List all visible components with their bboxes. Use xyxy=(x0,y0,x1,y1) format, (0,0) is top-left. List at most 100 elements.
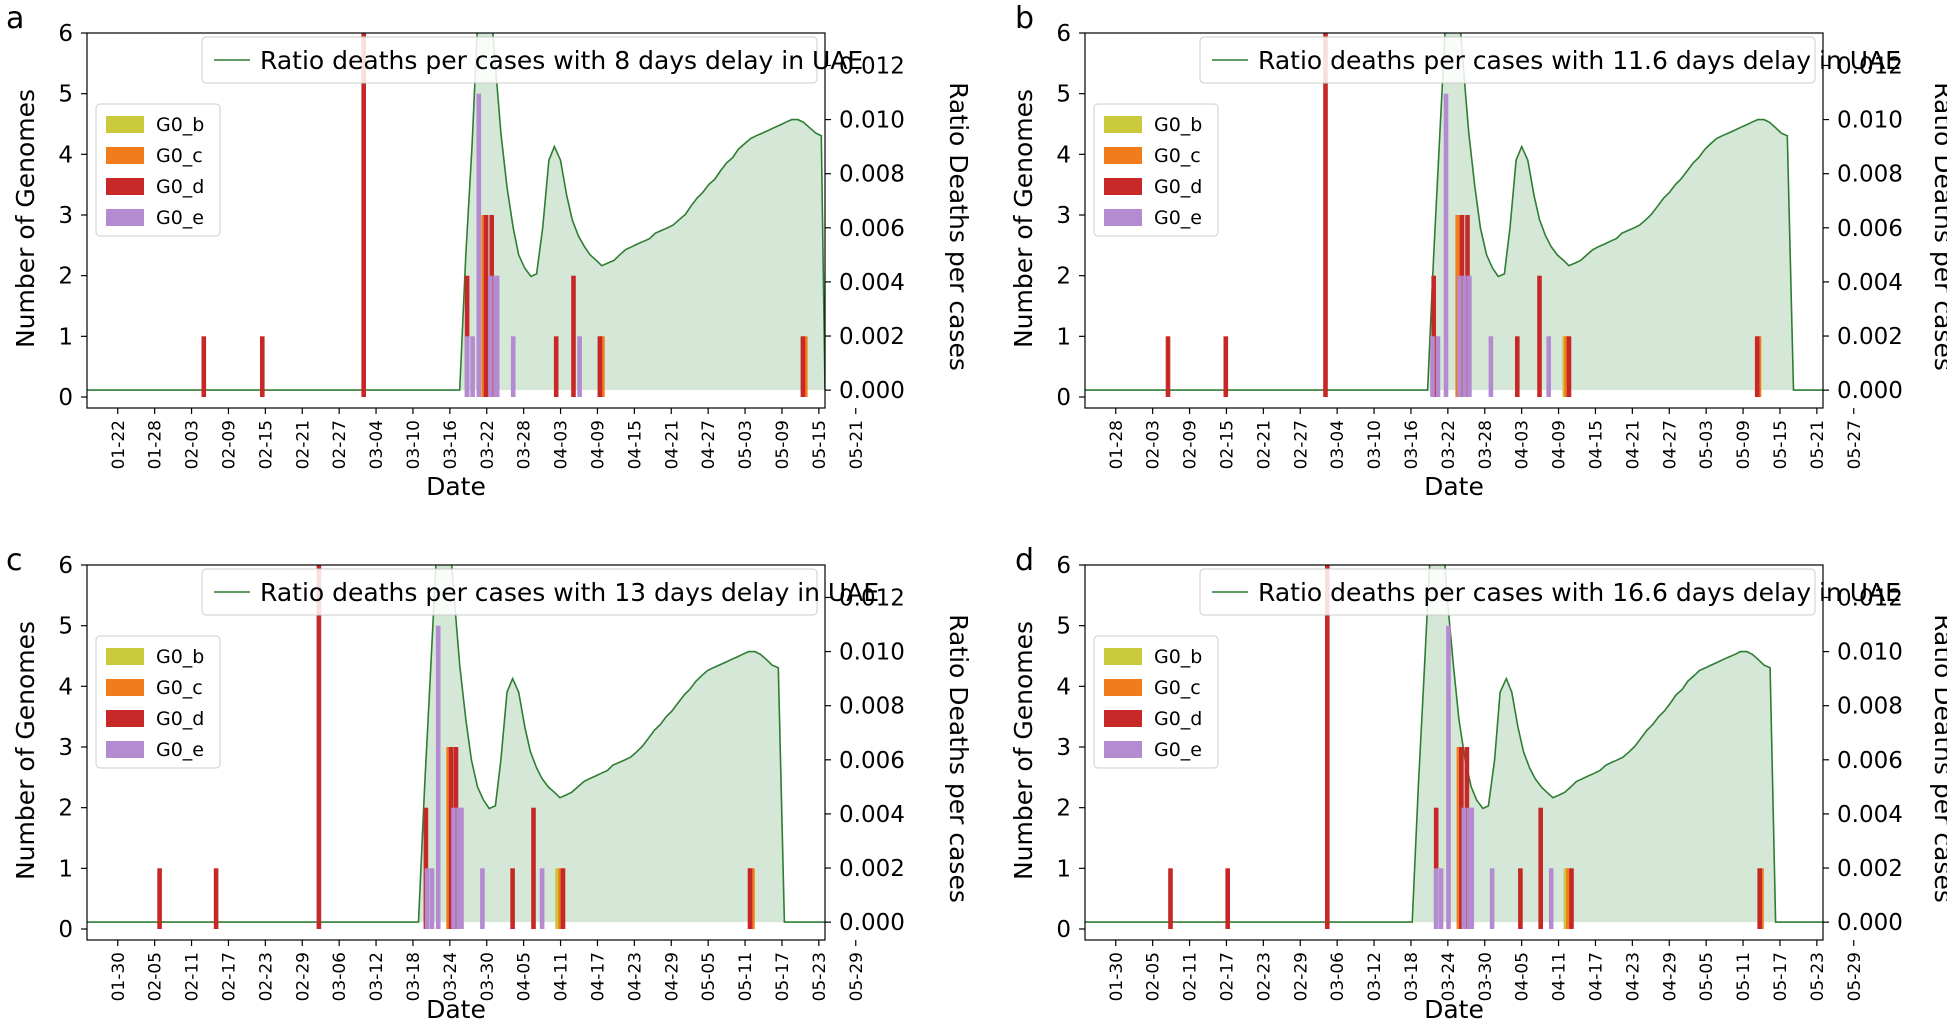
y2tick-label: 0.004 xyxy=(1837,802,1903,828)
xtick-label: 04-03 xyxy=(552,420,572,469)
panel-letter: c xyxy=(6,543,23,578)
genome-legend-box xyxy=(1093,635,1219,769)
xtick-label: 05-23 xyxy=(1808,952,1828,1001)
xtick-label: 04-23 xyxy=(625,952,645,1001)
xtick-label: 02-05 xyxy=(146,952,166,1001)
xtick-label: 04-27 xyxy=(699,420,719,469)
bar-g0-e xyxy=(1546,336,1551,397)
xtick-label: 02-17 xyxy=(1217,952,1237,1001)
legend-swatch-g0-d xyxy=(106,178,144,195)
xtick-label: 04-15 xyxy=(625,420,645,469)
xtick-label: 04-05 xyxy=(515,952,535,1001)
ratio-legend-box xyxy=(201,568,818,616)
bar-g0-d xyxy=(747,868,753,929)
xtick-label: 03-28 xyxy=(1476,420,1496,469)
xtick-label: 04-09 xyxy=(588,420,608,469)
xtick-label: 05-11 xyxy=(736,952,756,1001)
bar-g0-e xyxy=(1462,275,1467,397)
xtick-label: 05-05 xyxy=(699,952,719,1001)
x-axis-title: Date xyxy=(426,995,486,1024)
bar-g0-e xyxy=(577,336,582,397)
bar-g0-e xyxy=(451,807,456,929)
bar-g0-e xyxy=(435,625,441,929)
xtick-label: 05-17 xyxy=(1771,952,1791,1001)
ytick-label: 4 xyxy=(1056,142,1071,168)
bar-g0-d xyxy=(316,565,322,929)
bar-g0-d xyxy=(448,747,454,929)
legend-swatch-g0-d xyxy=(1104,178,1142,195)
legend-swatch-g0-d xyxy=(1104,710,1142,727)
ytick-label: 1 xyxy=(58,856,73,882)
ytick-label: 0 xyxy=(58,385,73,411)
bar-g0-e xyxy=(1435,336,1441,397)
x-axis-title: Date xyxy=(426,472,486,501)
xtick-label: 02-15 xyxy=(256,420,276,469)
y2tick-label: 0.000 xyxy=(1837,378,1903,404)
legend-swatch-g0-b xyxy=(106,648,144,665)
y2tick-label: 0.010 xyxy=(1837,640,1903,666)
y2tick-label: 0.000 xyxy=(839,378,905,404)
legend-swatch-g0-e xyxy=(1104,741,1142,758)
xtick-label: 04-17 xyxy=(588,952,608,1001)
ytick-label: 1 xyxy=(58,324,73,350)
xtick-label: 05-11 xyxy=(1734,952,1754,1001)
bar-g0-e xyxy=(539,868,545,929)
panel-letter: b xyxy=(1015,1,1034,36)
xtick-label: 03-30 xyxy=(1476,952,1496,1001)
bar-g0-d xyxy=(1566,336,1572,397)
ytick-label: 5 xyxy=(1056,82,1071,108)
ytick-label: 1 xyxy=(1056,856,1071,882)
ratio-area xyxy=(1085,33,1823,391)
legend-label-g0-e: G0_e xyxy=(156,207,204,229)
xtick-label: 04-27 xyxy=(1660,420,1680,469)
ratio-legend-box xyxy=(201,36,818,84)
legend-label-g0-d: G0_d xyxy=(156,708,204,730)
bar-g0-e xyxy=(470,336,475,397)
xtick-label: 03-10 xyxy=(404,420,424,469)
xtick-label: 04-11 xyxy=(552,952,572,1001)
legend-label-g0-c: G0_c xyxy=(1154,677,1201,699)
ytick-label: 4 xyxy=(1056,674,1071,700)
y2tick-label: 0.008 xyxy=(839,694,905,720)
bar-g0-d xyxy=(483,215,489,397)
xtick-label: 03-12 xyxy=(367,952,387,1001)
xtick-label: 03-16 xyxy=(1402,420,1422,469)
xtick-label: 05-17 xyxy=(773,952,793,1001)
xtick-label: 03-12 xyxy=(1365,952,1385,1001)
xtick-label: 05-29 xyxy=(847,952,867,1001)
ytick-label: 2 xyxy=(1056,796,1071,822)
legend-label-g0-b: G0_b xyxy=(156,646,204,668)
bar-g0-e xyxy=(1548,868,1554,929)
xtick-label: 04-03 xyxy=(1513,420,1533,469)
bar-g0-d xyxy=(1515,336,1520,397)
legend-label-g0-e: G0_e xyxy=(1154,207,1202,229)
xtick-label: 02-27 xyxy=(1291,420,1311,469)
bar-g0-d xyxy=(213,868,219,929)
legend-label-g0-b: G0_b xyxy=(1154,114,1202,136)
xtick-label: 03-24 xyxy=(441,952,461,1001)
y-axis-title: Number of Genomes xyxy=(1009,621,1038,880)
bar-g0-d xyxy=(361,33,366,397)
xtick-label: 01-30 xyxy=(109,952,129,1001)
bar-g0-c xyxy=(750,868,755,929)
legend-label-g0-c: G0_c xyxy=(1154,145,1201,167)
plot-frame xyxy=(86,32,826,409)
xtick-label: 02-11 xyxy=(1181,952,1201,1001)
legend-label-g0-c: G0_c xyxy=(156,677,203,699)
ratio-legend-label: Ratio deaths per cases with 13 days dela… xyxy=(260,578,879,607)
y2-axis-title: Ratio Deaths per cases xyxy=(944,614,973,903)
xtick-label: 02-09 xyxy=(1181,420,1201,469)
panel-a: a 0 1 2 3 4 5 6 0.000 0.002 0.004 0.006 0.008 0.010 0.… xyxy=(6,1,973,501)
legend-swatch-g0-d xyxy=(106,710,144,727)
y2tick-label: 0.000 xyxy=(839,910,905,936)
ratio-legend-box xyxy=(1199,568,1816,616)
ratio-line xyxy=(87,33,825,391)
xtick-label: 02-15 xyxy=(1217,420,1237,469)
genome-legend-box xyxy=(95,103,221,237)
ratio-line xyxy=(1085,565,1823,923)
legend-label-g0-b: G0_b xyxy=(156,114,204,136)
xtick-label: 03-30 xyxy=(478,952,498,1001)
bar-g0-e xyxy=(488,275,493,397)
xtick-label: 05-15 xyxy=(1771,420,1791,469)
